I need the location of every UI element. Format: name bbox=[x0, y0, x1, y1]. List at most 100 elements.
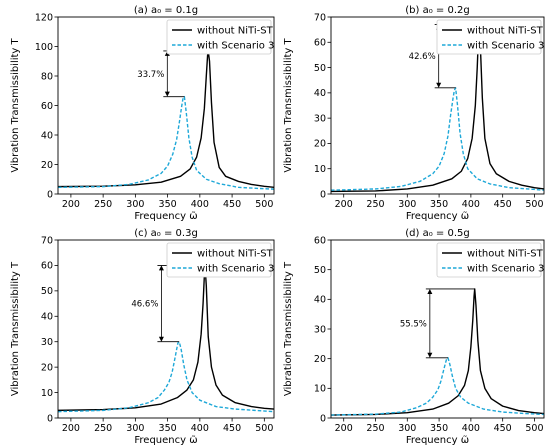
arrowhead-down-icon bbox=[158, 336, 164, 342]
y-tick-label: 0 bbox=[320, 413, 326, 424]
legend-box bbox=[436, 19, 542, 55]
panel-c-series bbox=[58, 264, 274, 413]
plot-frame bbox=[330, 16, 545, 195]
legend: without NiTi-ST with Scenario 3 bbox=[436, 242, 544, 278]
y-tick-label: 60 bbox=[314, 38, 326, 49]
y-tick-label: 80 bbox=[41, 71, 53, 82]
y-tick-label: 70 bbox=[314, 12, 326, 23]
x-tick-label: 500 bbox=[255, 199, 273, 210]
panel-d-ylabel: Vibration Transmissibility T bbox=[283, 261, 294, 396]
y-tick-label: 50 bbox=[314, 63, 326, 74]
legend-box bbox=[166, 242, 272, 278]
x-tick-label: 350 bbox=[430, 199, 448, 210]
panel-d: (d) a₀ = 0.5g 200 250 300 350 400 450 500 0 10 20 3… bbox=[283, 228, 545, 446]
x-tick-label: 200 bbox=[335, 423, 353, 434]
x-tick-label: 350 bbox=[159, 423, 177, 434]
x-tick-label: 350 bbox=[159, 199, 177, 210]
y-tick-label: 10 bbox=[314, 384, 326, 395]
x-tick-label: 200 bbox=[335, 199, 353, 210]
legend: without NiTi-ST with Scenario 3 bbox=[436, 19, 544, 55]
plot-frame bbox=[57, 239, 275, 419]
panel-a-xlabel: Frequency ω̃ bbox=[134, 210, 197, 222]
y-tick-label: 20 bbox=[41, 362, 53, 373]
plot-frame bbox=[57, 16, 275, 195]
x-tick-label: 250 bbox=[94, 423, 112, 434]
x-tick-label: 450 bbox=[223, 199, 241, 210]
reduction-percent-label: 46.6% bbox=[131, 300, 158, 310]
legend-box bbox=[166, 19, 272, 55]
reduction-percent-label: 42.6% bbox=[409, 52, 436, 62]
arrowhead-up-icon bbox=[427, 288, 433, 294]
legend-label: without NiTi-ST bbox=[197, 26, 274, 37]
x-tick-label: 250 bbox=[366, 199, 384, 210]
y-tick-label: 100 bbox=[35, 42, 53, 53]
y-tick-label: 30 bbox=[314, 113, 326, 124]
panel-a-ylabel: Vibration Transmissibility T bbox=[10, 37, 21, 172]
x-tick-label: 400 bbox=[191, 199, 209, 210]
reduction-percent-label: 55.5% bbox=[400, 319, 427, 329]
series-line-with-scenario-3 bbox=[331, 87, 544, 191]
legend-label: with Scenario 3 bbox=[197, 41, 274, 52]
y-tick-label: 70 bbox=[41, 235, 53, 246]
x-tick-label: 500 bbox=[525, 423, 543, 434]
panel-b-xlabel: Frequency ω̃ bbox=[406, 210, 469, 222]
y-tick-label: 50 bbox=[41, 286, 53, 297]
y-tick-label: 40 bbox=[314, 88, 326, 99]
legend-label: without NiTi-ST bbox=[467, 249, 544, 260]
panel-d-title: (d) a₀ = 0.5g bbox=[405, 228, 469, 239]
x-tick-label: 400 bbox=[462, 199, 480, 210]
x-tick-label: 500 bbox=[525, 199, 543, 210]
y-tick-label: 40 bbox=[41, 312, 53, 323]
arrowhead-down-icon bbox=[436, 82, 442, 88]
x-tick-label: 350 bbox=[430, 423, 448, 434]
series-line-without-niti-st bbox=[331, 288, 544, 416]
series-line-without-niti-st bbox=[58, 50, 274, 189]
panel-d-xlabel: Frequency ω̃ bbox=[406, 434, 469, 446]
y-tick-label: 40 bbox=[41, 130, 53, 141]
legend-label: with Scenario 3 bbox=[467, 264, 544, 275]
y-tick-label: 30 bbox=[314, 324, 326, 335]
legend-label: with Scenario 3 bbox=[467, 41, 544, 52]
panel-a-series bbox=[58, 50, 274, 190]
x-tick-label: 250 bbox=[94, 199, 112, 210]
arrowhead-down-icon bbox=[164, 91, 170, 97]
x-tick-label: 400 bbox=[191, 423, 209, 434]
x-tick-label: 200 bbox=[62, 423, 80, 434]
x-tick-label: 300 bbox=[126, 423, 144, 434]
x-tick-label: 300 bbox=[126, 199, 144, 210]
panel-b-title: (b) a₀ = 0.2g bbox=[405, 5, 469, 16]
legend: without NiTi-ST with Scenario 3 bbox=[166, 19, 274, 55]
y-tick-label: 0 bbox=[47, 413, 53, 424]
x-tick-label: 500 bbox=[255, 423, 273, 434]
panel-a: (a) a₀ = 0.1g 200 250 300 350 400 450 500 0 20 40 6… bbox=[10, 5, 275, 222]
series-line-without-niti-st bbox=[58, 264, 274, 412]
y-tick-label: 60 bbox=[41, 101, 53, 112]
legend-label: without NiTi-ST bbox=[467, 26, 544, 37]
y-tick-label: 20 bbox=[314, 354, 326, 365]
arrowhead-up-icon bbox=[158, 265, 164, 271]
x-tick-label: 450 bbox=[223, 423, 241, 434]
plot-frame bbox=[330, 239, 545, 419]
series-line-with-scenario-3 bbox=[58, 95, 274, 190]
series-line-with-scenario-3 bbox=[58, 341, 274, 413]
panel-b: (b) a₀ = 0.2g 200 250 300 350 400 450 500 0 10 20 3… bbox=[283, 5, 545, 222]
panel-c-title: (c) a₀ = 0.3g bbox=[134, 228, 198, 239]
y-tick-label: 60 bbox=[314, 235, 326, 246]
panel-d-series bbox=[331, 288, 544, 416]
panel-b-ylabel: Vibration Transmissibility T bbox=[283, 37, 294, 172]
x-tick-label: 300 bbox=[398, 199, 416, 210]
panel-c-xlabel: Frequency ω̃ bbox=[134, 434, 197, 446]
x-tick-label: 200 bbox=[62, 199, 80, 210]
y-tick-label: 60 bbox=[41, 261, 53, 272]
y-tick-label: 30 bbox=[41, 337, 53, 348]
y-tick-label: 0 bbox=[47, 189, 53, 200]
y-tick-label: 120 bbox=[35, 12, 53, 23]
legend: without NiTi-ST with Scenario 3 bbox=[166, 242, 274, 278]
y-tick-label: 10 bbox=[41, 388, 53, 399]
panel-c: (c) a₀ = 0.3g 200 250 300 350 400 450 500 0 10 20 3… bbox=[10, 228, 275, 446]
y-tick-label: 10 bbox=[314, 164, 326, 175]
y-tick-label: 0 bbox=[320, 189, 326, 200]
x-tick-label: 400 bbox=[462, 423, 480, 434]
legend-box bbox=[436, 242, 542, 278]
